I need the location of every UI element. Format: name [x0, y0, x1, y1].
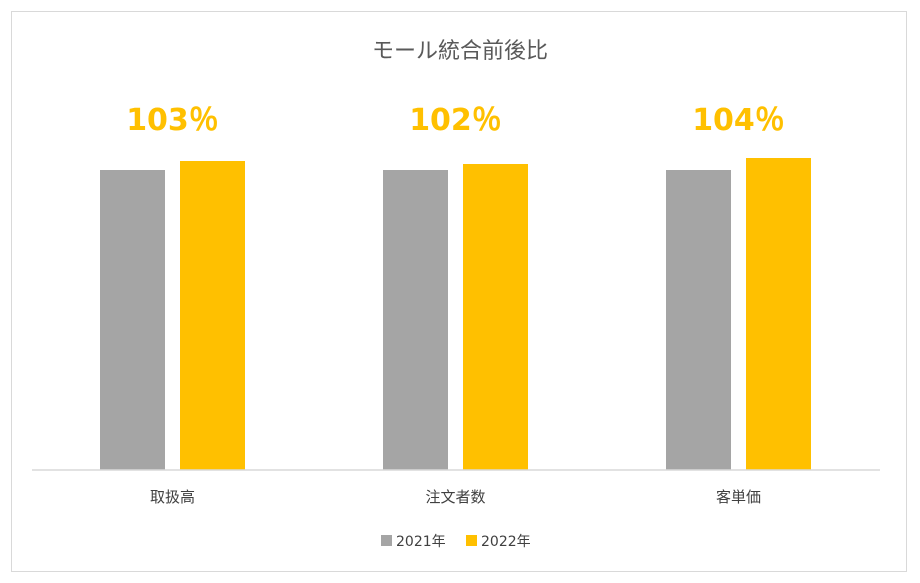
bar-unit-price-2022 [746, 158, 811, 470]
legend-swatch-2021 [381, 535, 392, 546]
ratio-label-unit-price: 104％ [692, 103, 785, 138]
bar-orderers-2022 [463, 164, 528, 470]
chart-title: モール統合前後比 [372, 39, 548, 64]
bars-group [100, 158, 811, 470]
bar-unit-price-2021 [666, 170, 731, 470]
bar-orderers-2021 [383, 170, 448, 470]
category-label-orderers: 注文者数 [425, 488, 485, 506]
labels-group: 取扱高 103％ 注文者数 102％ 客単価 104％ [126, 103, 785, 506]
ratio-label-handling-volume: 103％ [126, 103, 219, 138]
ratio-label-orderers: 102％ [409, 103, 502, 138]
legend-label-2022: 2022年 [481, 534, 531, 550]
legend: 2021年 2022年 [381, 534, 531, 550]
legend-swatch-2022 [466, 535, 477, 546]
category-label-handling-volume: 取扱高 [150, 488, 195, 506]
legend-label-2021: 2021年 [396, 534, 446, 550]
category-label-unit-price: 客単価 [716, 488, 761, 506]
bar-handling-volume-2022 [180, 161, 245, 470]
bar-handling-volume-2021 [100, 170, 165, 470]
